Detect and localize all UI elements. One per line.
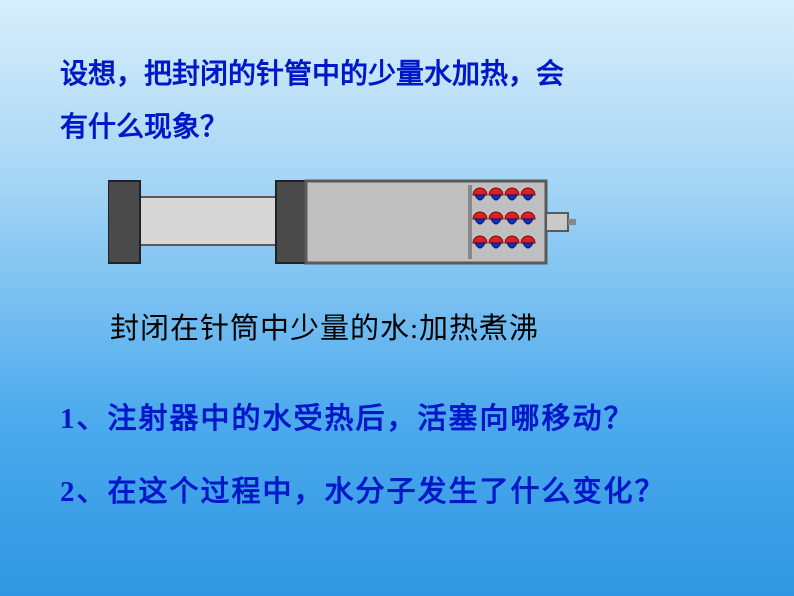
question-1: 1、注射器中的水受热后，活塞向哪移动？	[60, 395, 635, 437]
question-2: 2、在这个过程中，水分子发生了什么变化？	[60, 468, 666, 510]
syringe-svg	[108, 175, 578, 270]
syringe-diagram	[108, 175, 578, 270]
caption: 封闭在针筒中少量的水:加热煮沸	[110, 305, 539, 347]
heading: 设想，把封闭的针管中的少量水加热，会 有什么现象？	[60, 48, 700, 154]
heading-line-2: 有什么现象？	[60, 112, 228, 143]
heading-line-1: 设想，把封闭的针管中的少量水加热，会	[60, 59, 564, 90]
